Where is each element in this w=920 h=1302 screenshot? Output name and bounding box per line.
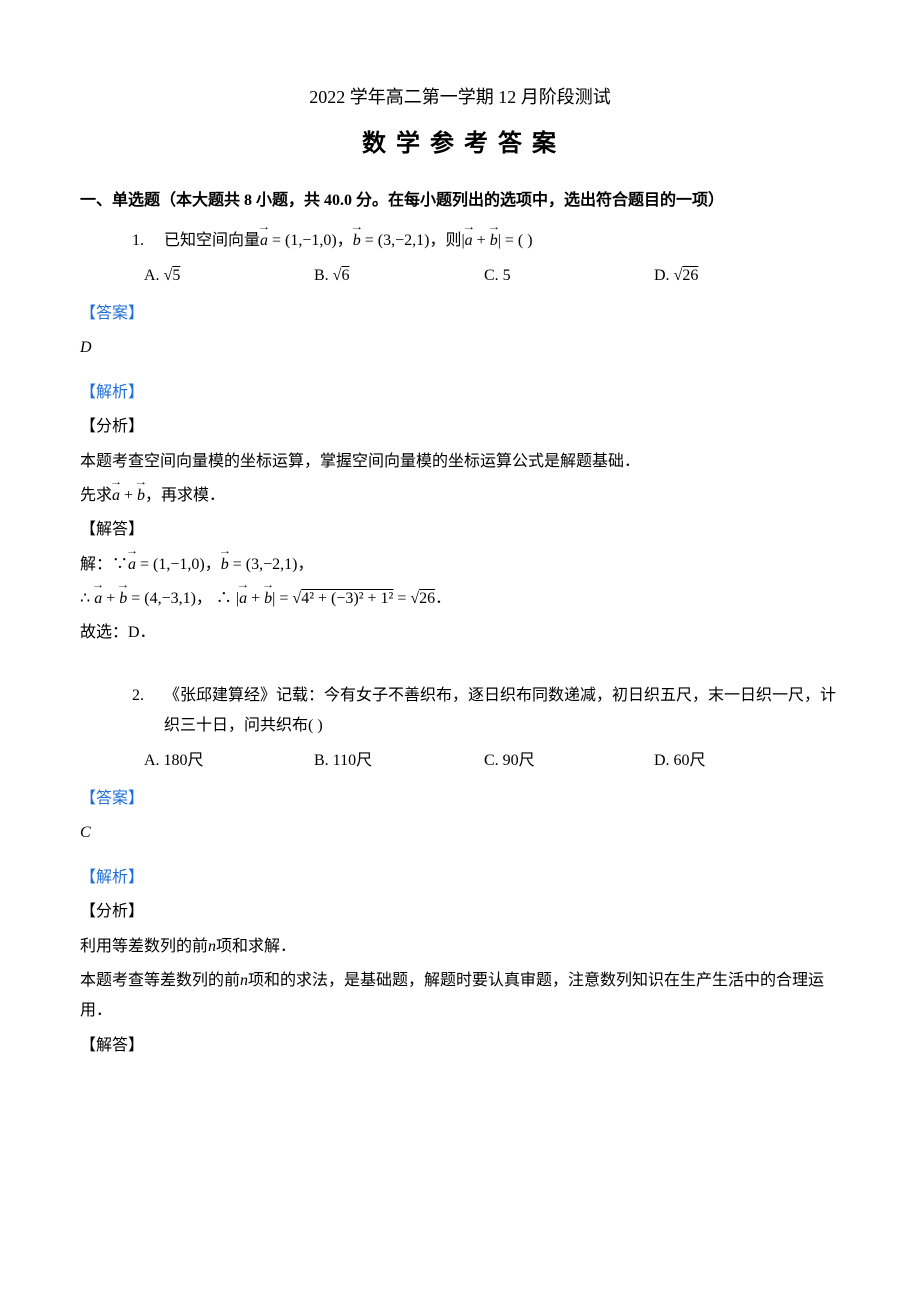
q1-fenxi-1: 本题考查空间向量模的坐标运算，掌握空间向量模的坐标运算公式是解题基础．	[80, 447, 840, 477]
q1-number: 1.	[132, 226, 144, 256]
q1-answer-label: 【答案】	[80, 299, 840, 329]
q2-number: 2.	[132, 681, 144, 711]
q1-choice-b: B. √6	[314, 261, 484, 291]
q2-choice-a: A. 180尺	[144, 746, 314, 776]
q2-fenxi-1: 利用等差数列的前n项和求解．	[80, 932, 840, 962]
q1-choices: A. √5 B. √6 C. 5 D. √26	[144, 261, 840, 291]
q2-answer-label: 【答案】	[80, 784, 840, 814]
q1-answer: D	[80, 333, 840, 363]
q2-jieda-label: 【解答】	[80, 1031, 840, 1061]
q2-answer: C	[80, 818, 840, 848]
q1-stem: 1. 已知空间向量a = (1,−1,0)，b = (3,−2,1)，则|a +…	[108, 226, 840, 256]
section-a-title: 一、单选题（本大题共 8 小题，共 40.0 分。在每小题列出的选项中，选出符合…	[80, 186, 840, 216]
q1-analysis-label: 【解析】	[80, 378, 840, 408]
q2-choice-b: B. 110尺	[314, 746, 484, 776]
page-title-line2: 数 学 参 考 答 案	[80, 122, 840, 168]
q1-b-eq: = (3,−2,1)，则|	[361, 232, 465, 249]
q2-fenxi-2: 本题考查等差数列的前n项和的求法，是基础题，解题时要认真审题，注意数列知识在生产…	[80, 966, 840, 1027]
q1-jieda-label: 【解答】	[80, 515, 840, 545]
question-2: 2. 《张邱建算经》记载：今有女子不善织布，逐日织布同数递减，初日织五尺，末一日…	[80, 681, 840, 776]
q1-sol-3: 故选：D．	[80, 618, 840, 648]
q1-a-eq: = (1,−1,0)，	[268, 232, 353, 249]
q1-fenxi-label: 【分析】	[80, 412, 840, 442]
question-1: 1. 已知空间向量a = (1,−1,0)，b = (3,−2,1)，则|a +…	[80, 226, 840, 291]
q1-sol-2: ∴ a + b = (4,−3,1)， ∴ |a + b| = √4² + (−…	[80, 584, 840, 614]
q1-fenxi-2: 先求a + b，再求模．	[80, 481, 840, 511]
q1-choice-d: D. √26	[654, 261, 824, 291]
q2-stem-text: 《张邱建算经》记载：今有女子不善织布，逐日织布同数递减，初日织五尺，末一日织一尺…	[164, 687, 836, 734]
q2-choice-c: C. 90尺	[484, 746, 654, 776]
q2-analysis-label: 【解析】	[80, 863, 840, 893]
q1-choice-a: A. √5	[144, 261, 314, 291]
q2-choice-d: D. 60尺	[654, 746, 824, 776]
q2-fenxi-label: 【分析】	[80, 897, 840, 927]
q1-stem-pre: 已知空间向量	[164, 232, 260, 249]
page-title-line1: 2022 学年高二第一学期 12 月阶段测试	[80, 80, 840, 114]
q2-choices: A. 180尺 B. 110尺 C. 90尺 D. 60尺	[144, 746, 840, 776]
q1-tail: | = ( )	[498, 232, 533, 249]
q1-choice-c: C. 5	[484, 261, 654, 291]
q1-sol-1: 解：∵a = (1,−1,0)，b = (3,−2,1)，	[80, 550, 840, 580]
q2-stem: 2. 《张邱建算经》记载：今有女子不善织布，逐日织布同数递减，初日织五尺，末一日…	[108, 681, 840, 742]
